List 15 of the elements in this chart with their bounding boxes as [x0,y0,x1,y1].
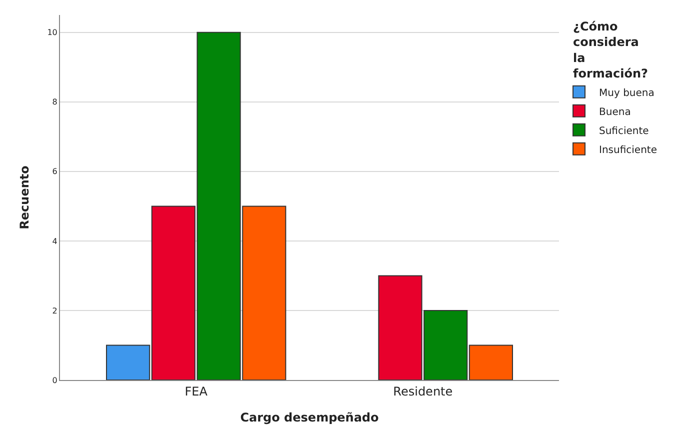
legend-label: Buena [599,106,631,118]
y-tick-label: 0 [52,376,58,385]
y-tick-label: 10 [47,28,58,38]
y-tick-label: 6 [52,167,58,176]
y-tick-label: 4 [52,236,58,246]
legend-label: Suficiente [599,126,649,137]
x-tick-label: FEA [184,384,208,398]
legend-label: Insuficiente [599,144,657,156]
y-axis-title: Recuento [18,166,32,230]
x-axis-title: Cargo desempeñado [240,410,379,424]
x-tick-label: Residente [393,384,453,398]
y-tick-label: 8 [52,98,58,107]
legend-title: ¿Cómo considera la formación? [573,20,648,80]
legend-label: Muy buena [599,88,654,99]
y-tick-label: 2 [52,306,58,316]
